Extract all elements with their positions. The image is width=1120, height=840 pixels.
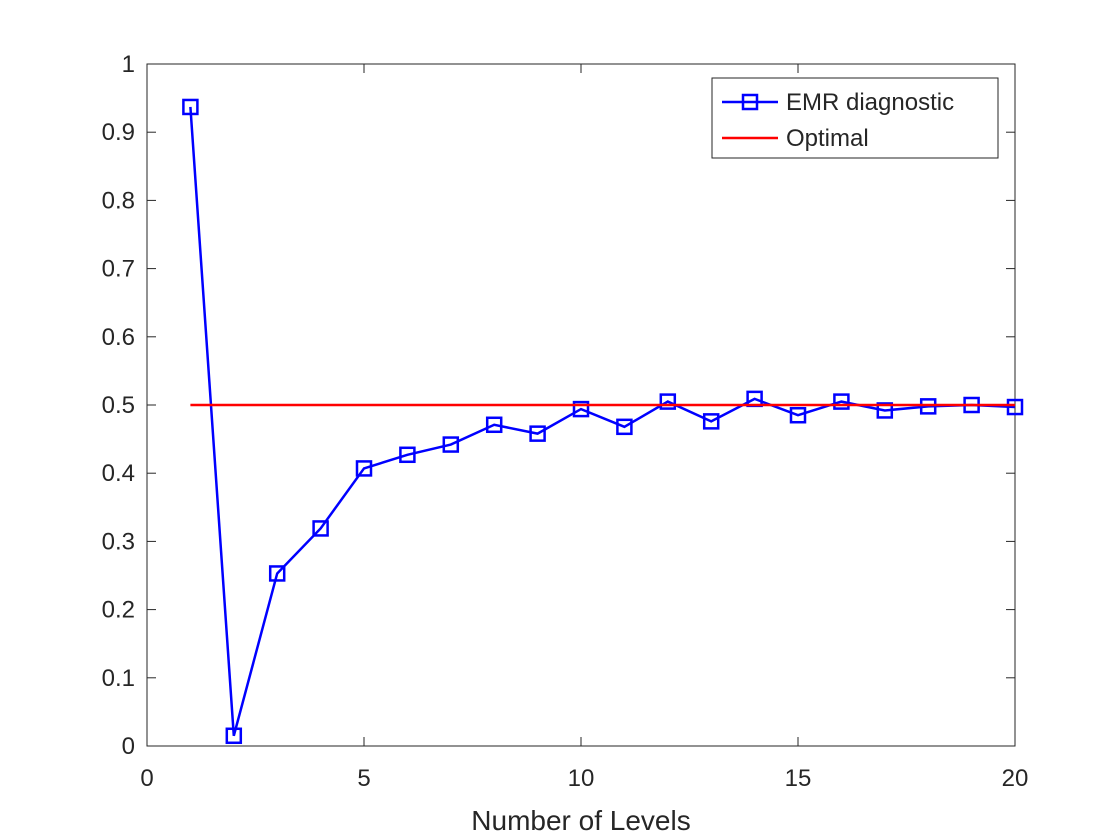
axis-ticks: 0 5 10 15 20 0 0.1 0.2 0.3 0.4 0.5 0.6 0.7 0.8 0.9 1	[102, 51, 1029, 792]
data-point	[268, 565, 286, 582]
legend: EMR diagnostic Optimal	[711, 77, 999, 159]
y-tick-label: 0.5	[102, 392, 135, 419]
plot-series	[182, 98, 1024, 745]
data-point	[312, 520, 329, 537]
legend-label: Optimal	[786, 125, 869, 152]
y-tick-label: 0.2	[102, 597, 135, 624]
y-tick-label: 0.3	[102, 528, 135, 555]
y-tick-label: 0.6	[102, 324, 135, 351]
data-point	[442, 436, 460, 453]
data-point	[702, 413, 720, 430]
x-tick-label: 0	[140, 765, 153, 792]
data-point	[919, 398, 937, 415]
data-point	[833, 393, 850, 410]
data-point	[182, 98, 199, 116]
x-tick-label: 10	[568, 765, 595, 792]
x-tick-label: 20	[1002, 765, 1029, 792]
data-point	[225, 727, 243, 745]
data-point	[616, 418, 633, 436]
x-tick-label: 15	[785, 765, 812, 792]
legend-label: EMR diagnostic	[786, 89, 954, 116]
data-point	[1006, 398, 1024, 416]
y-tick-label: 1	[122, 51, 135, 78]
data-point	[399, 446, 416, 464]
data-point	[572, 400, 590, 418]
data-point	[659, 393, 677, 410]
y-tick-label: 0.4	[102, 460, 135, 487]
x-axis-label: Number of Levels	[471, 805, 690, 836]
y-tick-label: 0.1	[102, 665, 135, 692]
data-point	[529, 425, 546, 442]
legend-swatch-marker	[741, 93, 759, 111]
data-point	[876, 402, 894, 419]
data-point	[485, 416, 503, 434]
data-point	[789, 406, 807, 424]
data-point	[355, 460, 373, 477]
legend-box	[711, 77, 999, 159]
y-tick-label: 0.9	[102, 119, 135, 146]
y-tick-label: 0	[122, 733, 135, 760]
x-tick-label: 5	[357, 765, 370, 792]
y-tick-label: 0.7	[102, 256, 135, 283]
y-tick-label: 0.8	[102, 187, 135, 214]
